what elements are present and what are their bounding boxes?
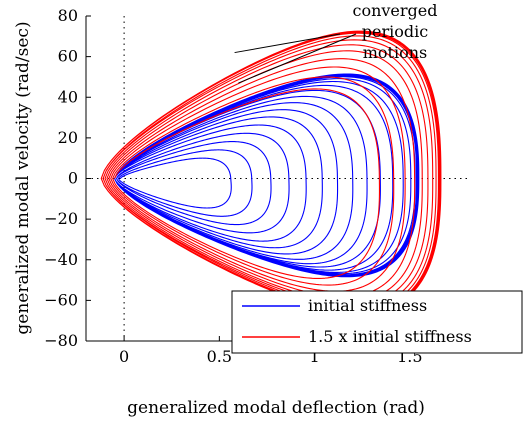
y-tick-label: −40	[44, 250, 78, 269]
y-tick-label: 60	[58, 47, 78, 66]
annotation: converged periodic motions	[234, 1, 438, 84]
annotation-pointer-lines	[234, 33, 357, 84]
y-tick-label: −20	[44, 209, 78, 228]
zero-lines	[86, 16, 467, 341]
legend-box	[231, 290, 523, 354]
x-tick-label: 0.5	[207, 347, 232, 366]
legend-label-initial-stiffness: initial stiffness	[308, 296, 427, 315]
x-tick-label: 1	[310, 347, 320, 366]
series-stiffness-1-5x	[100, 30, 442, 313]
annotation-pointer-1	[234, 33, 341, 54]
y-tick-label: 20	[58, 128, 78, 147]
y-tick-label: 40	[58, 87, 78, 106]
y-axis-label: generalized modal velocity (rad/sec)	[13, 21, 33, 334]
legend-label-stiffness-1-5x: 1.5 x initial stiffness	[308, 327, 472, 346]
y-tick-label: 80	[58, 6, 78, 25]
legend: initial stiffness 1.5 x initial stiffnes…	[231, 290, 523, 354]
x-axis-label: generalized modal deflection (rad)	[127, 398, 425, 418]
annotation-line-2: periodic	[362, 22, 428, 41]
y-tick-label: −60	[44, 290, 78, 309]
annotation-line-1: converged	[352, 1, 437, 20]
y-tick-label: −80	[44, 331, 78, 350]
y-tick-label: 0	[68, 169, 78, 188]
trajectory-path	[114, 73, 420, 278]
series-layer	[100, 30, 442, 313]
annotation-line-3: motions	[363, 43, 428, 62]
trajectory-path	[100, 30, 442, 313]
series-initial-stiffness	[114, 73, 420, 278]
annotation-pointer-2	[238, 33, 357, 84]
x-tick-label: 0	[119, 347, 129, 366]
